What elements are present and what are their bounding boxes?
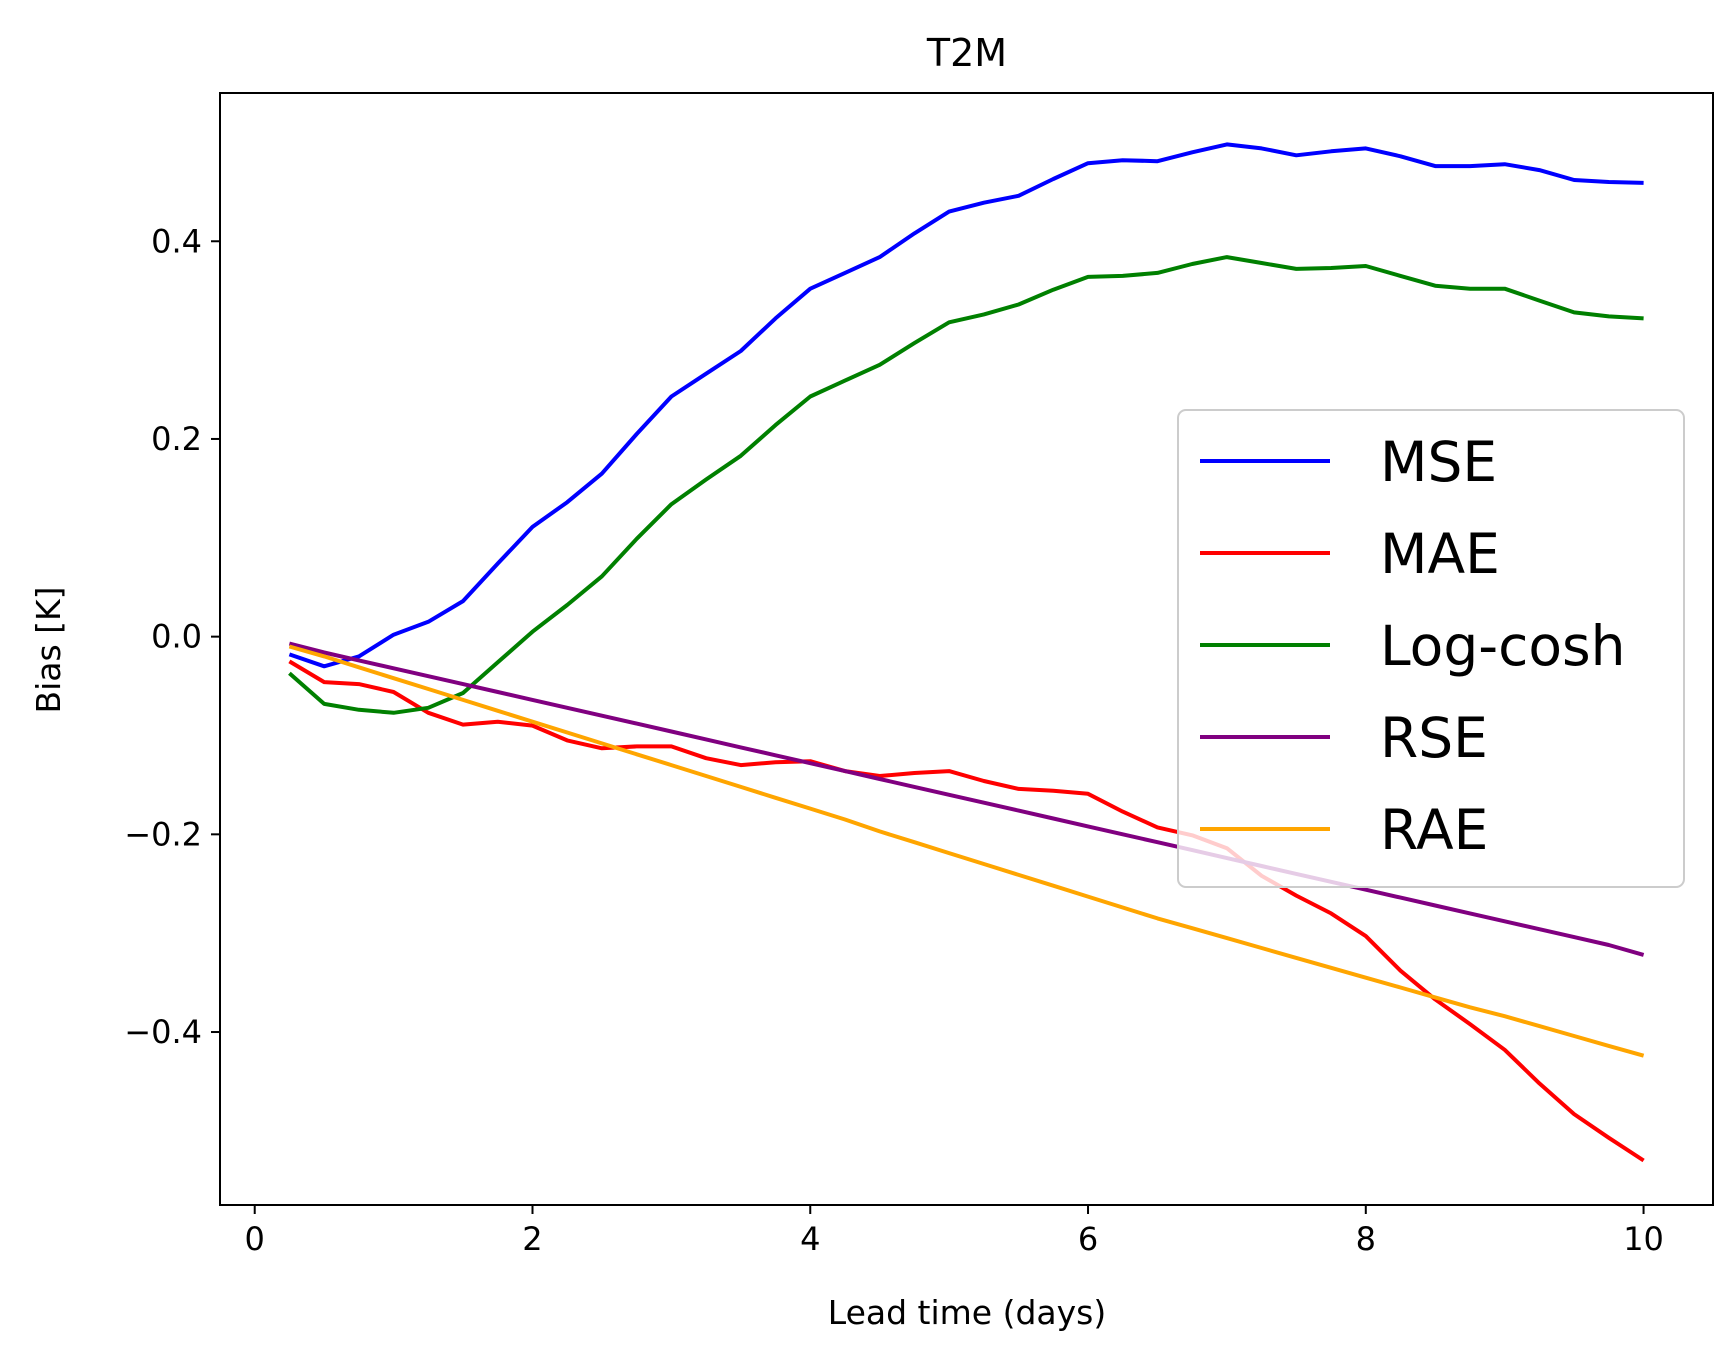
- x-tick-label: 4: [800, 1220, 820, 1258]
- series-line-log-cosh: [288, 255, 1644, 715]
- legend-label-log-cosh: Log-cosh: [1380, 614, 1626, 678]
- x-tick-label: 6: [1078, 1220, 1098, 1258]
- x-tick-label: 10: [1623, 1220, 1664, 1258]
- legend: MSE MAE Log-cosh RSE RAE: [1177, 409, 1685, 888]
- legend-label-mse: MSE: [1380, 430, 1497, 494]
- legend-label-rse: RSE: [1380, 706, 1488, 770]
- y-axis-label: Bias [K]: [29, 586, 68, 713]
- y-tick-label: 0.2: [151, 420, 202, 458]
- y-tick-label: −0.2: [124, 815, 202, 853]
- y-tick-label: −0.4: [124, 1013, 202, 1051]
- chart-title: T2M: [926, 31, 1007, 75]
- series-line-mae: [288, 659, 1645, 1163]
- y-tick-label: 0.0: [151, 618, 202, 656]
- x-tick-label: 8: [1356, 1220, 1376, 1258]
- legend-label-rae: RAE: [1380, 798, 1488, 862]
- series-line-mse: [288, 142, 1644, 669]
- series-layer: [288, 142, 1645, 1163]
- series-line-rae: [288, 644, 1645, 1058]
- x-axis-label: Lead time (days): [828, 1293, 1106, 1332]
- legend-label-mae: MAE: [1380, 522, 1500, 586]
- series-line-rse: [288, 641, 1645, 957]
- legend-box: [1177, 409, 1685, 888]
- x-tick-label: 0: [245, 1220, 265, 1258]
- x-tick-label: 2: [522, 1220, 542, 1258]
- y-axis-ticks: −0.4 −0.2 0.0 0.2 0.4: [124, 222, 220, 1051]
- plot-frame: [219, 92, 1714, 1206]
- x-axis-ticks: 0 2 4 6 8 10: [245, 1205, 1664, 1258]
- y-tick-label: 0.4: [151, 222, 202, 260]
